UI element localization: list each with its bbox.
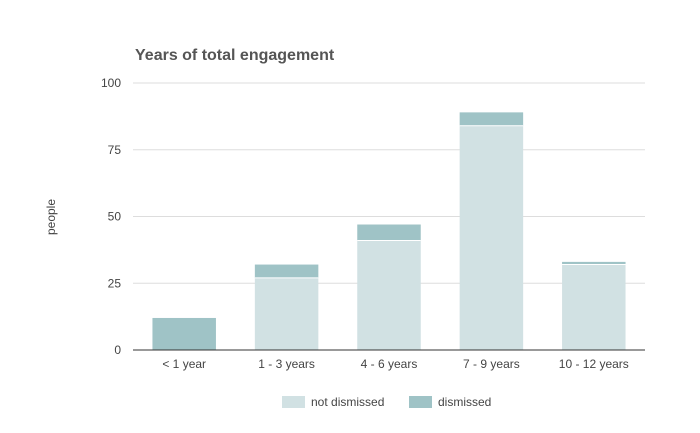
legend-label: not dismissed xyxy=(311,395,384,409)
bar-segment xyxy=(459,112,524,126)
y-tick-label: 0 xyxy=(114,343,121,357)
bar-segment xyxy=(562,264,626,350)
axes: 0 25 50 75 100 < 1 year 1 - 3 years 4 - 6 years… xyxy=(101,76,645,371)
bar-segment xyxy=(254,277,319,350)
bar-segment xyxy=(357,224,421,241)
x-tick-label: 7 - 9 years xyxy=(463,357,520,371)
legend: not dismissed dismissed xyxy=(282,395,491,409)
x-tick-label: < 1 year xyxy=(162,357,206,371)
bar-segment xyxy=(357,240,421,350)
bar-segment xyxy=(459,125,524,350)
bar-segment xyxy=(254,264,319,278)
bar-segment xyxy=(562,261,626,265)
bar-segment xyxy=(152,317,216,350)
x-tick-label: 4 - 6 years xyxy=(361,357,418,371)
legend-swatch xyxy=(409,396,432,408)
y-tick-label: 100 xyxy=(101,76,121,90)
bars xyxy=(152,112,626,350)
y-axis-title: people xyxy=(44,199,58,235)
chart-title: Years of total engagement xyxy=(135,47,335,64)
y-tick-label: 50 xyxy=(108,210,122,224)
y-tick-label: 25 xyxy=(108,276,122,290)
legend-label: dismissed xyxy=(438,395,491,409)
x-tick-label: 1 - 3 years xyxy=(258,357,315,371)
x-tick-label: 10 - 12 years xyxy=(559,357,629,371)
y-tick-label: 75 xyxy=(108,143,122,157)
legend-swatch xyxy=(282,396,305,408)
